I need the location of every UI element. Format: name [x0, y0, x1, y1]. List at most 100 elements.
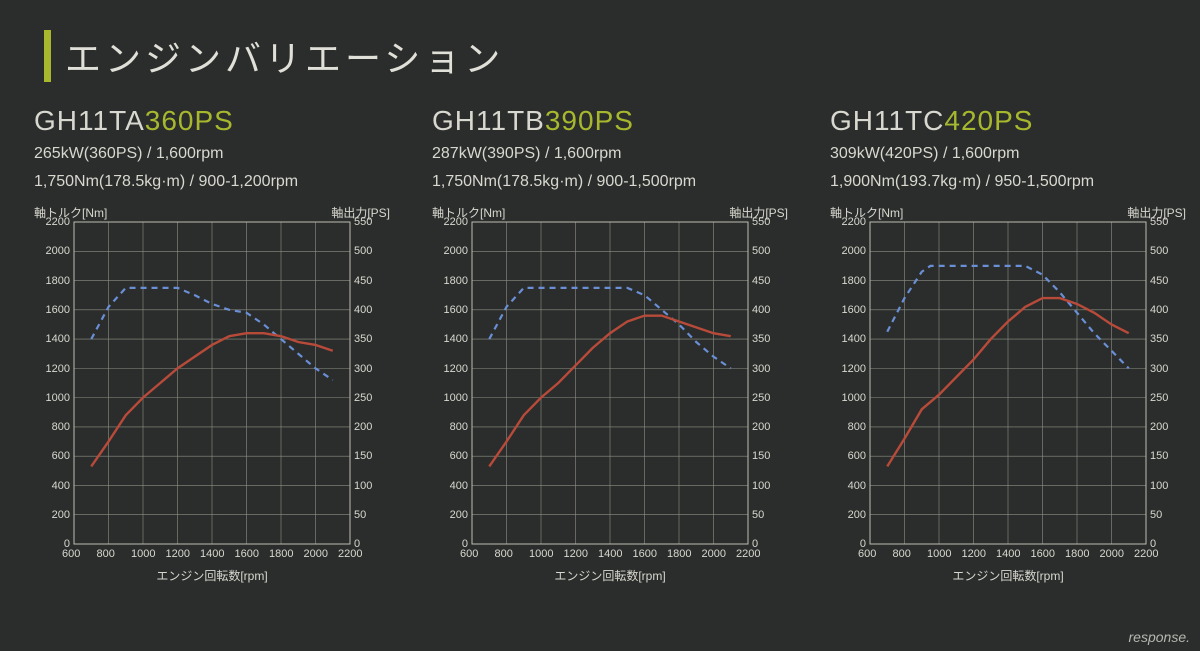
tick-x: 1200: [962, 548, 986, 560]
tick-y-right: 450: [752, 275, 770, 287]
chart: [34, 204, 390, 584]
x-label: エンジン回転数[rpm]: [156, 567, 267, 584]
tick-x: 600: [62, 548, 80, 560]
chart: [830, 204, 1186, 584]
spec-torque: 1,750Nm(178.5kg·m) / 900-1,200rpm: [34, 171, 394, 193]
tick-y-left: 2200: [842, 216, 866, 228]
tick-x: 1000: [529, 548, 553, 560]
tick-y-right: 450: [1150, 275, 1168, 287]
chart-wrap: 軸トルク[Nm]軸出力[PS]エンジン回転数[rpm]0200400600800…: [432, 204, 788, 584]
tick-y-right: 500: [354, 245, 372, 257]
spec-power: 265kW(360PS) / 1,600rpm: [34, 143, 394, 165]
spec-power: 287kW(390PS) / 1,600rpm: [432, 143, 792, 165]
model-code: GH11TB: [432, 105, 545, 136]
tick-y-left: 2000: [444, 245, 468, 257]
tick-x: 1400: [200, 548, 224, 560]
tick-x: 1800: [667, 548, 691, 560]
tick-y-right: 150: [752, 450, 770, 462]
tick-y-left: 1400: [444, 333, 468, 345]
tick-y-left: 2000: [842, 245, 866, 257]
tick-y-right: 150: [1150, 450, 1168, 462]
tick-y-right: 400: [1150, 304, 1168, 316]
tick-y-left: 1000: [842, 392, 866, 404]
tick-y-right: 200: [752, 421, 770, 433]
tick-y-right: 400: [752, 304, 770, 316]
tick-y-right: 50: [752, 509, 764, 521]
spec-torque: 1,750Nm(178.5kg·m) / 900-1,500rpm: [432, 171, 792, 193]
model-ps: 390PS: [545, 105, 634, 136]
tick-y-right: 550: [752, 216, 770, 228]
tick-y-left: 1600: [444, 304, 468, 316]
tick-y-right: 550: [354, 216, 372, 228]
tick-y-left: 400: [52, 480, 70, 492]
tick-y-right: 350: [1150, 333, 1168, 345]
tick-y-left: 600: [52, 450, 70, 462]
tick-x: 800: [97, 548, 115, 560]
tick-y-left: 1400: [842, 333, 866, 345]
tick-y-left: 2000: [46, 245, 70, 257]
tick-x: 2200: [736, 548, 760, 560]
tick-x: 1800: [1065, 548, 1089, 560]
tick-x: 2200: [1134, 548, 1158, 560]
tick-y-left: 600: [450, 450, 468, 462]
tick-x: 1600: [1031, 548, 1055, 560]
model-ps: 420PS: [944, 105, 1033, 136]
chart-wrap: 軸トルク[Nm]軸出力[PS]エンジン回転数[rpm]0200400600800…: [34, 204, 390, 584]
tick-y-right: 450: [354, 275, 372, 287]
tick-y-right: 300: [354, 363, 372, 375]
tick-y-right: 350: [752, 333, 770, 345]
model-heading: GH11TC420PS: [830, 105, 1190, 137]
tick-y-right: 50: [1150, 509, 1162, 521]
tick-y-right: 300: [1150, 363, 1168, 375]
tick-y-left: 1000: [46, 392, 70, 404]
tick-x: 800: [495, 548, 513, 560]
tick-y-right: 400: [354, 304, 372, 316]
tick-y-left: 1000: [444, 392, 468, 404]
tick-x: 2000: [702, 548, 726, 560]
tick-y-right: 50: [354, 509, 366, 521]
tick-y-right: 100: [1150, 480, 1168, 492]
tick-y-left: 800: [848, 421, 866, 433]
tick-y-left: 1800: [444, 275, 468, 287]
tick-x: 1800: [269, 548, 293, 560]
tick-x: 1400: [996, 548, 1020, 560]
tick-y-right: 550: [1150, 216, 1168, 228]
tick-x: 2000: [304, 548, 328, 560]
tick-x: 1600: [235, 548, 259, 560]
tick-y-right: 500: [1150, 245, 1168, 257]
tick-y-right: 100: [752, 480, 770, 492]
tick-x: 1200: [166, 548, 190, 560]
tick-y-left: 1200: [46, 363, 70, 375]
model-ps: 360PS: [145, 105, 234, 136]
tick-x: 1000: [927, 548, 951, 560]
tick-y-right: 350: [354, 333, 372, 345]
x-label: エンジン回転数[rpm]: [952, 567, 1063, 584]
model-heading: GH11TA360PS: [34, 105, 394, 137]
chart-wrap: 軸トルク[Nm]軸出力[PS]エンジン回転数[rpm]0200400600800…: [830, 204, 1186, 584]
tick-y-left: 2200: [444, 216, 468, 228]
tick-y-left: 1200: [842, 363, 866, 375]
chart: [432, 204, 788, 584]
engine-panel: GH11TB390PS 287kW(390PS) / 1,600rpm 1,750N…: [432, 105, 792, 584]
tick-y-left: 800: [450, 421, 468, 433]
tick-y-left: 200: [52, 509, 70, 521]
engine-panel: GH11TA360PS 265kW(360PS) / 1,600rpm 1,750N…: [34, 105, 394, 584]
tick-y-left: 200: [848, 509, 866, 521]
tick-y-left: 1600: [46, 304, 70, 316]
tick-x: 800: [893, 548, 911, 560]
watermark: response.: [1129, 629, 1190, 645]
x-label: エンジン回転数[rpm]: [554, 567, 665, 584]
tick-x: 1600: [633, 548, 657, 560]
tick-x: 1200: [564, 548, 588, 560]
tick-x: 1000: [131, 548, 155, 560]
tick-y-right: 200: [354, 421, 372, 433]
tick-x: 600: [858, 548, 876, 560]
tick-y-right: 300: [752, 363, 770, 375]
tick-y-left: 2200: [46, 216, 70, 228]
tick-y-left: 600: [848, 450, 866, 462]
model-code: GH11TC: [830, 105, 944, 136]
tick-y-right: 250: [354, 392, 372, 404]
tick-y-left: 200: [450, 509, 468, 521]
tick-y-left: 1800: [842, 275, 866, 287]
tick-y-right: 250: [1150, 392, 1168, 404]
